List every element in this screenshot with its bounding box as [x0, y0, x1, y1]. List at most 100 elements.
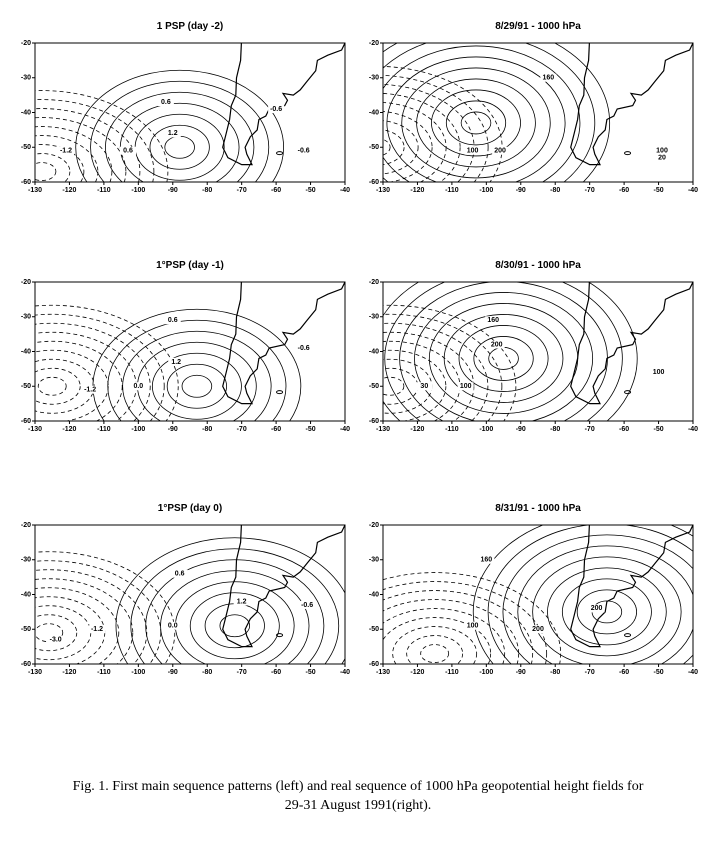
y-tick-label: -20: [369, 522, 379, 529]
contour-negative: [383, 93, 461, 182]
x-tick-label: -120: [62, 669, 76, 676]
panel-title: 1 PSP (day -2): [157, 21, 224, 32]
contour-negative: [383, 572, 562, 664]
contour-negative: [35, 322, 151, 421]
label-bg: [164, 129, 181, 138]
frame: [382, 42, 694, 183]
x-tick-label: -100: [479, 426, 493, 433]
frame: [34, 524, 346, 665]
coastline: [570, 282, 693, 405]
x-tick-label: -70: [585, 426, 595, 433]
contour-negative: [383, 313, 503, 421]
label-bg: [233, 597, 250, 606]
contours: [35, 43, 345, 182]
y-tick-label: -50: [21, 144, 31, 151]
map-panel: 1°PSP (day 0) 0.6 1.2 0.0 -0.6 -1.2 -3.0 -130 -1…: [21, 503, 350, 676]
contour-negative: [35, 560, 162, 664]
label-bg: [654, 146, 670, 155]
contour-negative: [35, 162, 57, 181]
contour-label: 30: [420, 383, 428, 390]
x-tick-label: -80: [550, 187, 560, 194]
contour-negative: [383, 111, 433, 182]
contour-negative: [35, 126, 113, 182]
contour-negative: [37, 376, 67, 396]
contour: [458, 325, 549, 392]
x-tick-label: -50: [653, 426, 663, 433]
contour-negative: [383, 376, 405, 396]
contour: [383, 43, 596, 182]
contour-label: 100: [467, 623, 479, 630]
label-bg: [295, 146, 312, 155]
island: [624, 633, 632, 638]
contour: [115, 537, 345, 664]
contour-negative: [406, 635, 464, 664]
contour-negative: [35, 313, 165, 421]
x-tick-label: -100: [479, 187, 493, 194]
x-tick-label: -40: [688, 669, 698, 676]
contour-label: 200: [532, 626, 544, 633]
contour-label: 100: [656, 148, 668, 155]
y-tick-label: -40: [21, 591, 31, 598]
contour-negative: [35, 605, 92, 661]
contour: [383, 282, 638, 421]
contour: [416, 78, 536, 168]
y-tick-label: -40: [369, 591, 379, 598]
x-tick-label: -90: [516, 187, 526, 194]
x-tick-label: -100: [479, 669, 493, 676]
island: [276, 390, 284, 395]
y-tick-label: -30: [369, 557, 379, 564]
y-tick-label: -50: [369, 626, 379, 633]
y-tick-label: -40: [369, 348, 379, 355]
contour: [134, 113, 225, 181]
contour-negative: [383, 138, 391, 156]
contour-label: 0.6: [168, 317, 178, 324]
label-bg: [488, 340, 505, 349]
contour: [219, 614, 251, 638]
contour-negative: [35, 304, 179, 421]
contour-label: 200: [491, 341, 503, 348]
label-bg: [416, 382, 433, 391]
contour-negative: [35, 153, 71, 182]
contour: [164, 135, 195, 159]
contour-negative: [383, 120, 419, 175]
label-bg: [650, 368, 667, 377]
x-tick-label: -130: [376, 669, 390, 676]
y-tick-label: -30: [21, 75, 31, 82]
frame: [382, 524, 694, 665]
island: [624, 390, 632, 395]
contour-negative: [35, 144, 85, 182]
x-tick-label: -60: [271, 669, 281, 676]
contours: [35, 282, 345, 421]
contour: [561, 578, 652, 646]
contour-negative: [35, 135, 99, 182]
contour: [399, 282, 608, 421]
contour: [105, 91, 255, 182]
label-bg: [47, 635, 64, 644]
x-tick-label: -120: [62, 187, 76, 194]
island: [624, 151, 632, 156]
x-tick-label: -100: [131, 426, 145, 433]
contour-label: 160: [480, 557, 492, 564]
panel-title: 1°PSP (day 0): [158, 503, 222, 514]
label-bg: [492, 146, 509, 155]
label-bg: [171, 569, 188, 578]
x-tick-label: -50: [305, 669, 315, 676]
contour-label: 1.2: [237, 598, 247, 605]
contour-negative: [383, 608, 506, 664]
contour-label: -3.0: [50, 637, 62, 644]
label-bg: [295, 344, 312, 353]
label-bg: [464, 621, 481, 630]
x-tick-label: -50: [653, 187, 663, 194]
contour: [443, 314, 564, 403]
contour: [472, 525, 693, 664]
contour-label: 100: [460, 383, 472, 390]
map-panel: 1 PSP (day -2)0.61.2-0.6-0.60.6-1.2-130-…: [21, 21, 350, 194]
contour: [107, 319, 287, 421]
contour: [145, 559, 325, 664]
x-tick-label: -70: [237, 669, 247, 676]
x-tick-label: -110: [97, 187, 111, 194]
x-tick-label: -60: [271, 426, 281, 433]
y-tick-label: -60: [21, 661, 31, 668]
